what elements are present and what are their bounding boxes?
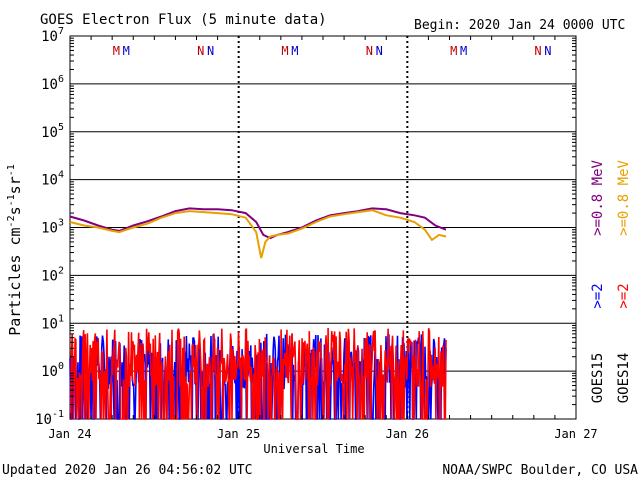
svg-text:Particles cm-2s-1sr-1: Particles cm-2s-1sr-1 <box>6 164 24 336</box>
y-axis-label-sr: sr <box>6 176 24 194</box>
mn-marker: M <box>460 44 467 58</box>
mn-marker: M <box>450 44 457 58</box>
mn-marker: N <box>207 44 214 58</box>
y-tick-label: 10-1 <box>35 409 64 428</box>
mn-marker: M <box>291 44 298 58</box>
legend-label: GOES15 <box>590 353 606 404</box>
y-tick-label: 103 <box>41 218 64 237</box>
series-layer <box>69 207 447 420</box>
updated-timestamp: Updated 2020 Jan 26 04:56:02 UTC <box>2 463 252 478</box>
y-axis-label: Particles cm-2s-1sr-1 <box>6 164 24 336</box>
legend-label: >=0.8 MeV <box>616 160 632 236</box>
y-tick-label: 107 <box>41 26 64 45</box>
y-tick-label: 106 <box>41 74 64 93</box>
legend-label: >=2 <box>590 283 606 308</box>
series-line <box>69 209 447 259</box>
y-tick-label: 104 <box>41 170 64 189</box>
y-tick-label: 100 <box>41 361 64 380</box>
begin-label: Begin: 2020 Jan 24 0000 UTC <box>414 18 625 33</box>
mn-marker: N <box>534 44 541 58</box>
mn-marker: N <box>197 44 204 58</box>
x-tick-label: Jan 27 <box>554 427 597 441</box>
legend-label: >=0.8 MeV <box>590 160 606 236</box>
x-tick-label: Jan 24 <box>48 427 91 441</box>
x-tick-label: Jan 25 <box>217 427 260 441</box>
y-tick-label: 102 <box>41 265 64 284</box>
chart-title: GOES Electron Flux (5 minute data) <box>40 12 327 28</box>
legend-label: >=2 <box>616 283 632 308</box>
mn-marker: N <box>376 44 383 58</box>
mn-marker: M <box>113 44 120 58</box>
y-tick-label: 105 <box>41 122 64 141</box>
y-axis-label-sup1: -2 <box>6 215 17 227</box>
credit-label: NOAA/SWPC Boulder, CO USA <box>442 463 638 478</box>
x-tick-label: Jan 26 <box>386 427 429 441</box>
series-line <box>69 207 447 240</box>
mn-marker: N <box>366 44 373 58</box>
y-axis-label-sup2: -1 <box>6 194 17 206</box>
y-tick-label: 101 <box>41 313 64 332</box>
x-axis-label: Universal Time <box>263 442 364 456</box>
mn-marker: M <box>281 44 288 58</box>
legend-label: GOES14 <box>616 353 632 404</box>
legend: >=0.8 MeV >=2 GOES14 >=0.8 MeV >=2 GOES15 <box>590 160 632 404</box>
y-axis-label-main: Particles cm <box>6 227 24 335</box>
mn-marker: N <box>544 44 551 58</box>
series-line <box>69 327 447 420</box>
mn-marker: M <box>123 44 130 58</box>
y-axis-label-s: s <box>6 206 24 215</box>
y-axis-label-sup3: -1 <box>6 164 17 176</box>
